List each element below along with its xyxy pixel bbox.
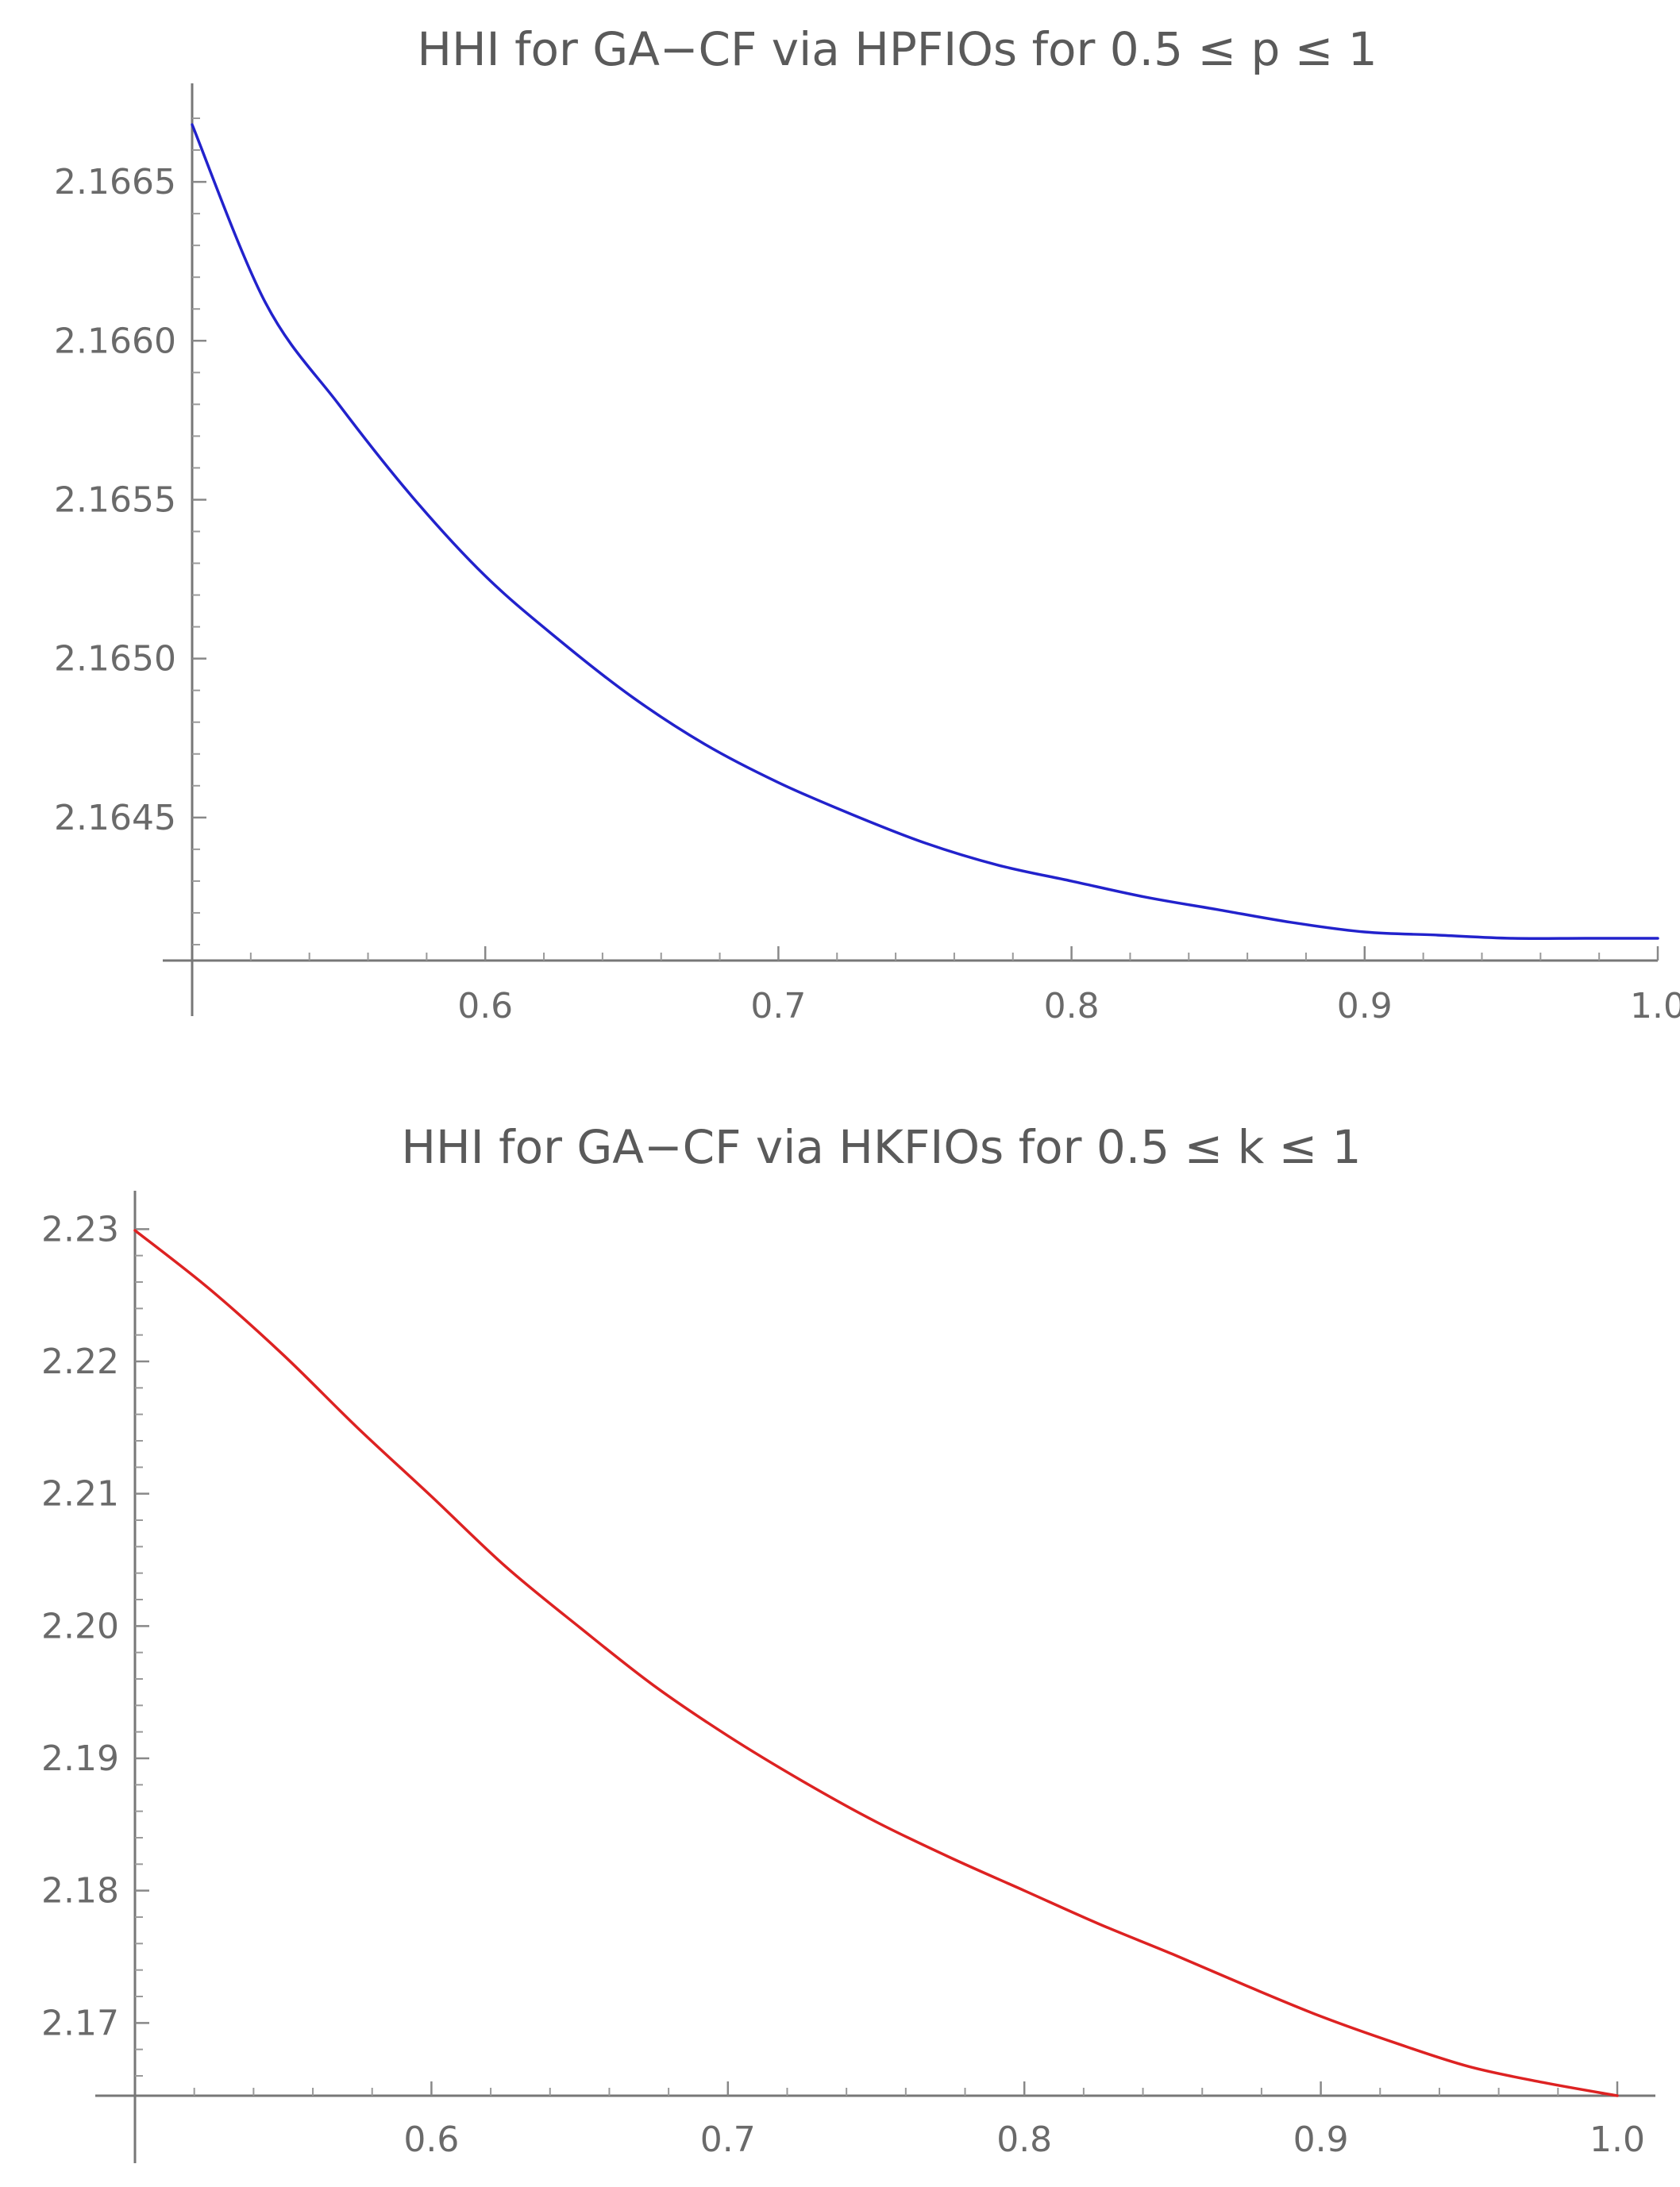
- x-tick-label: 0.9: [1337, 986, 1393, 1026]
- series-line-0: [133, 1229, 1619, 2097]
- x-tick-label: 1.0: [1589, 2120, 1645, 2160]
- chart-hpfios: HHI for GA−CF via HPFIOs for 0.5 ≤ p ≤ 1…: [54, 22, 1680, 1026]
- y-tick-label: 2.19: [41, 1738, 119, 1779]
- chart-title: HHI for GA−CF via HKFIOs for 0.5 ≤ k ≤ 1: [401, 1120, 1361, 1174]
- y-tick-label: 2.22: [41, 1342, 119, 1382]
- x-tick-label: 0.8: [1044, 986, 1100, 1026]
- x-tick-label: 0.8: [996, 2120, 1052, 2160]
- y-tick-label: 2.17: [41, 2003, 119, 2043]
- y-tick-label: 2.20: [41, 1606, 119, 1646]
- series-line-0: [191, 123, 1659, 941]
- x-tick-label: 0.7: [700, 2120, 756, 2160]
- y-tick-label: 2.1665: [54, 162, 176, 202]
- y-tick-label: 2.1645: [54, 798, 176, 838]
- x-tick-label: 0.6: [403, 2120, 459, 2160]
- y-tick-label: 2.1650: [54, 639, 176, 680]
- chart-title: HHI for GA−CF via HPFIOs for 0.5 ≤ p ≤ 1: [417, 22, 1377, 76]
- y-tick-label: 2.18: [41, 1871, 119, 1912]
- x-tick-label: 0.6: [457, 986, 513, 1026]
- y-tick-label: 2.21: [41, 1474, 119, 1515]
- chart-hkfios: HHI for GA−CF via HKFIOs for 0.5 ≤ k ≤ 1…: [41, 1120, 1655, 2163]
- x-tick-label: 0.7: [750, 986, 806, 1026]
- y-tick-label: 2.1660: [54, 321, 176, 361]
- x-tick-label: 0.9: [1293, 2120, 1349, 2160]
- x-tick-label: 1.0: [1630, 986, 1680, 1026]
- y-tick-label: 2.1655: [54, 479, 176, 520]
- y-tick-label: 2.23: [41, 1209, 119, 1249]
